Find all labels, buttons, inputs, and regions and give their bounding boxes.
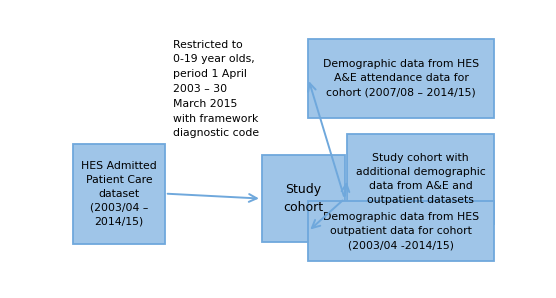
Text: Demographic data from HES
A&E attendance data for
cohort (2007/08 – 2014/15): Demographic data from HES A&E attendance… bbox=[323, 60, 479, 97]
Text: Restricted to
0-19 year olds,
period 1 April
2003 – 30
March 2015
with framework: Restricted to 0-19 year olds, period 1 A… bbox=[173, 40, 260, 138]
Text: HES Admitted
Patient Care
dataset
(2003/04 –
2014/15): HES Admitted Patient Care dataset (2003/… bbox=[81, 161, 157, 226]
FancyBboxPatch shape bbox=[308, 39, 494, 118]
FancyBboxPatch shape bbox=[347, 134, 494, 224]
Text: Study cohort with
additional demographic
data from A&E and
outpatient datasets: Study cohort with additional demographic… bbox=[356, 153, 485, 205]
FancyBboxPatch shape bbox=[308, 201, 494, 261]
FancyBboxPatch shape bbox=[73, 144, 165, 244]
FancyBboxPatch shape bbox=[262, 155, 345, 242]
Text: Demographic data from HES
outpatient data for cohort
(2003/04 -2014/15): Demographic data from HES outpatient dat… bbox=[323, 212, 479, 250]
Text: Study
cohort: Study cohort bbox=[283, 183, 323, 214]
